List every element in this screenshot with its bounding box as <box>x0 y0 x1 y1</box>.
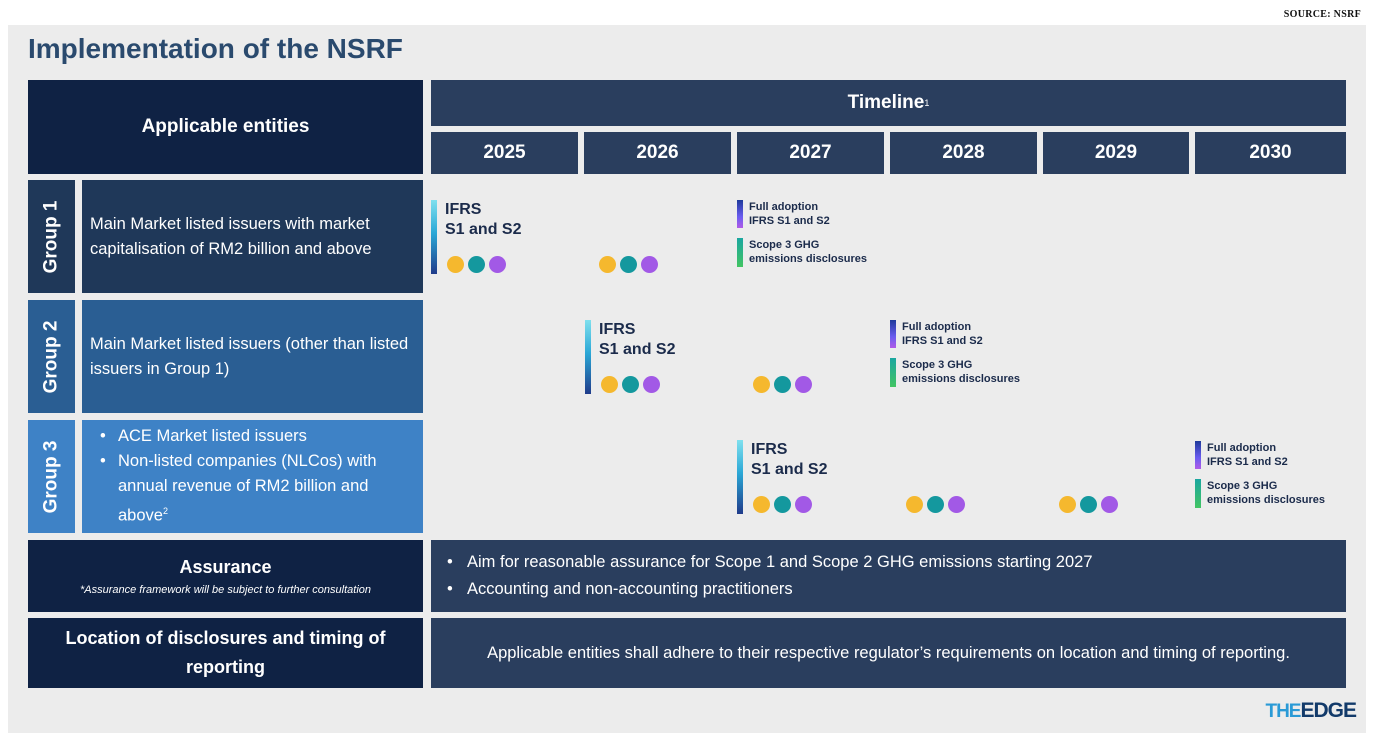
applicable-entities-label: Applicable entities <box>141 116 310 137</box>
dot-yellow <box>599 256 616 273</box>
dot-yellow <box>753 376 770 393</box>
g3-dots-2029 <box>1059 496 1118 513</box>
group-1-label: Group 1 <box>28 180 75 293</box>
year-2027: 2027 <box>737 132 884 174</box>
scope3-bar <box>890 358 896 387</box>
ifrs-bar <box>585 320 591 394</box>
location-content: Applicable entities shall adhere to thei… <box>431 618 1346 688</box>
group-2-label: Group 2 <box>28 300 75 413</box>
group-3-footnote: 2 <box>162 506 168 517</box>
group-3-description: ACE Market listed issuers Non-listed com… <box>82 420 423 533</box>
g2-dots-2026 <box>601 376 660 393</box>
dot-purple <box>795 496 812 513</box>
dot-yellow <box>601 376 618 393</box>
dot-purple <box>641 256 658 273</box>
assurance-note: *Assurance framework will be subject to … <box>79 583 372 596</box>
location-title-line2: reporting <box>186 657 265 677</box>
g2-ifrs-2026: IFRS S1 and S2 <box>585 320 695 394</box>
dot-teal <box>620 256 637 273</box>
assurance-header: Assurance *Assurance framework will be s… <box>28 540 423 612</box>
year-2030: 2030 <box>1195 132 1346 174</box>
g2-dots-2027 <box>753 376 812 393</box>
scope3-label: Scope 3 GHG emissions disclosures <box>902 359 1020 385</box>
assurance-bullet: Aim for reasonable assurance for Scope 1… <box>431 549 1093 576</box>
dot-purple <box>643 376 660 393</box>
group-3-bullet: Non-listed companies (NLCos) with annual… <box>90 449 415 529</box>
ifrs-label: IFRS S1 and S2 <box>599 321 676 358</box>
assurance-bullet: Accounting and non-accounting practition… <box>431 576 1093 603</box>
dot-yellow <box>447 256 464 273</box>
location-header: Location of disclosures and timing of re… <box>28 618 423 688</box>
assurance-content: Aim for reasonable assurance for Scope 1… <box>431 540 1346 612</box>
assurance-title: Assurance <box>179 556 272 577</box>
g1-dots-2026 <box>599 256 658 273</box>
dot-yellow <box>753 496 770 513</box>
timeline-footnote: 1 <box>924 98 930 108</box>
full-adoption-bar <box>1195 441 1201 469</box>
dot-teal <box>1080 496 1097 513</box>
scope3-bar <box>1195 479 1201 508</box>
dot-teal <box>774 496 791 513</box>
group-2-description: Main Market listed issuers (other than l… <box>82 300 423 413</box>
g2-full-adoption-2028: Full adoption IFRS S1 and S2 Scope 3 GHG e… <box>890 320 1050 390</box>
ifrs-bar <box>737 440 743 514</box>
group-1-description: Main Market listed issuers with market c… <box>82 180 423 293</box>
ifrs-bar <box>431 200 437 274</box>
scope3-label: Scope 3 GHG emissions disclosures <box>749 239 867 265</box>
full-adoption-label: Full adoption IFRS S1 and S2 <box>902 321 983 347</box>
scope3-bar <box>737 238 743 267</box>
group-3-bullet-list: ACE Market listed issuers Non-listed com… <box>90 424 415 529</box>
full-adoption-bar <box>890 320 896 348</box>
timeline-label: Timeline <box>847 92 925 113</box>
g3-ifrs-2027: IFRS S1 and S2 <box>737 440 847 514</box>
dot-purple <box>948 496 965 513</box>
dot-purple <box>1101 496 1118 513</box>
dot-teal <box>927 496 944 513</box>
dot-teal <box>622 376 639 393</box>
applicable-entities-header: Applicable entities <box>28 80 423 174</box>
dot-yellow <box>1059 496 1076 513</box>
source-label: SOURCE: NSRF <box>1283 9 1361 20</box>
dot-teal <box>774 376 791 393</box>
assurance-bullet-list: Aim for reasonable assurance for Scope 1… <box>431 549 1093 603</box>
group-3-bullet: ACE Market listed issuers <box>90 424 415 449</box>
g1-full-adoption-2027: Full adoption IFRS S1 and S2 Scope 3 GHG e… <box>737 200 897 270</box>
ifrs-label: IFRS S1 and S2 <box>445 201 522 238</box>
g1-dots-2025 <box>447 256 506 273</box>
location-text: Applicable entities shall adhere to thei… <box>487 643 1290 662</box>
full-adoption-bar <box>737 200 743 228</box>
dot-teal <box>468 256 485 273</box>
g3-dots-2028 <box>906 496 965 513</box>
slide: Implementation of the NSRF Applicable en… <box>8 25 1366 733</box>
year-2026: 2026 <box>584 132 731 174</box>
group-3-label: Group 3 <box>28 420 75 533</box>
timeline-header: Timeline 1 <box>431 80 1346 126</box>
g3-dots-2027 <box>753 496 812 513</box>
year-2028: 2028 <box>890 132 1037 174</box>
scope3-label: Scope 3 GHG emissions disclosures <box>1207 480 1325 506</box>
location-title-line1: Location of disclosures and timing of <box>65 628 386 648</box>
dot-yellow <box>906 496 923 513</box>
year-2025: 2025 <box>431 132 578 174</box>
full-adoption-label: Full adoption IFRS S1 and S2 <box>1207 442 1288 468</box>
ifrs-label: IFRS S1 and S2 <box>751 441 828 478</box>
year-2029: 2029 <box>1043 132 1189 174</box>
g1-ifrs-2025: IFRS S1 and S2 <box>431 200 541 274</box>
dot-purple <box>795 376 812 393</box>
g3-full-adoption-2030: Full adoption IFRS S1 and S2 Scope 3 GHG e… <box>1195 441 1355 511</box>
dot-purple <box>489 256 506 273</box>
full-adoption-label: Full adoption IFRS S1 and S2 <box>749 201 830 227</box>
page-title: Implementation of the NSRF <box>28 33 403 64</box>
the-edge-logo: THEEDGE <box>1265 699 1357 722</box>
